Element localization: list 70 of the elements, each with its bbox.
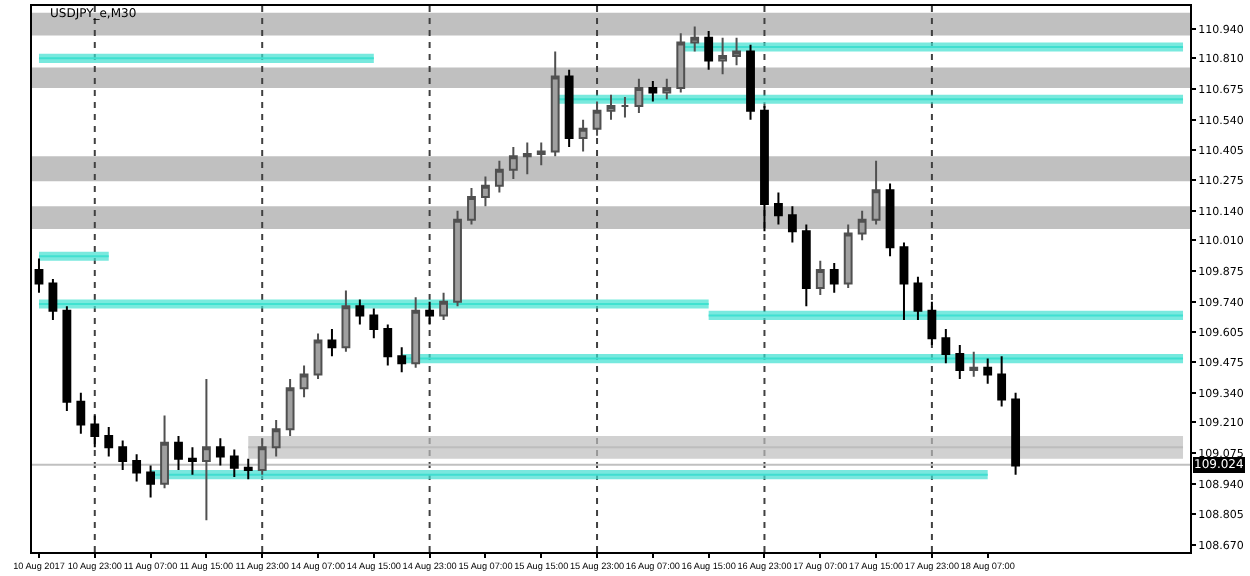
candlestick [299,364,309,399]
candlestick [397,346,407,374]
candlestick [941,328,951,365]
candlestick [215,437,225,467]
candlestick [369,307,379,340]
candlestick [76,391,86,435]
candlestick [229,448,239,478]
candlestick [453,209,462,308]
candlestick [871,159,881,226]
candlestick [662,77,672,101]
candlestick [383,323,393,367]
candlestick [1011,391,1021,476]
candlestick [160,414,169,490]
candlestick [969,350,979,378]
candlestick [746,43,755,121]
candlestick [578,118,588,153]
candlestick [564,68,574,149]
candlestick [760,105,769,233]
candlestick [899,241,909,321]
candlestick [48,278,58,321]
candlestick [885,182,895,258]
candlestick [467,187,476,226]
candlestick [174,434,183,472]
candlestick [913,275,923,321]
candlestick [983,357,993,385]
candlestick [285,378,295,437]
candlestick [536,141,546,167]
candlestick [997,355,1007,408]
candlestick [718,36,728,76]
candlestick [188,446,197,476]
candlestick [550,50,560,158]
candlestick [801,223,811,308]
candlestick [257,437,267,476]
candlestick [62,305,72,412]
candlestick [927,300,937,346]
candlestick [327,328,337,358]
candlestick [787,205,797,244]
candlestick [118,439,128,472]
candlestick [341,289,351,353]
candlestick [815,259,825,296]
candlestick [508,146,518,180]
candlestick [648,80,658,103]
candlestick [132,453,142,483]
candlestick [494,159,504,194]
candlestick [313,332,323,381]
candlestick [620,96,630,119]
candlestick [829,262,839,294]
candlestick [732,36,741,67]
candlestick [843,223,853,290]
candlestick [425,300,435,326]
candlestick [90,414,100,449]
candlestick [774,191,783,226]
candlestick [857,209,867,242]
candlestick [606,93,616,121]
candlestick [271,419,281,458]
candlestick [676,32,686,94]
candlestick [243,457,253,481]
candlestick [355,298,365,326]
candlestick [201,378,211,522]
candlestick [104,425,114,458]
candlestick [634,77,644,114]
candlestick [592,100,602,137]
candlestick [955,343,965,381]
candlestick [481,175,490,208]
candlestick [146,464,155,499]
candlestick [411,296,421,369]
candlestick [690,25,700,53]
candlestick [522,141,532,176]
candlestick [704,30,714,71]
candlestick [439,291,448,321]
